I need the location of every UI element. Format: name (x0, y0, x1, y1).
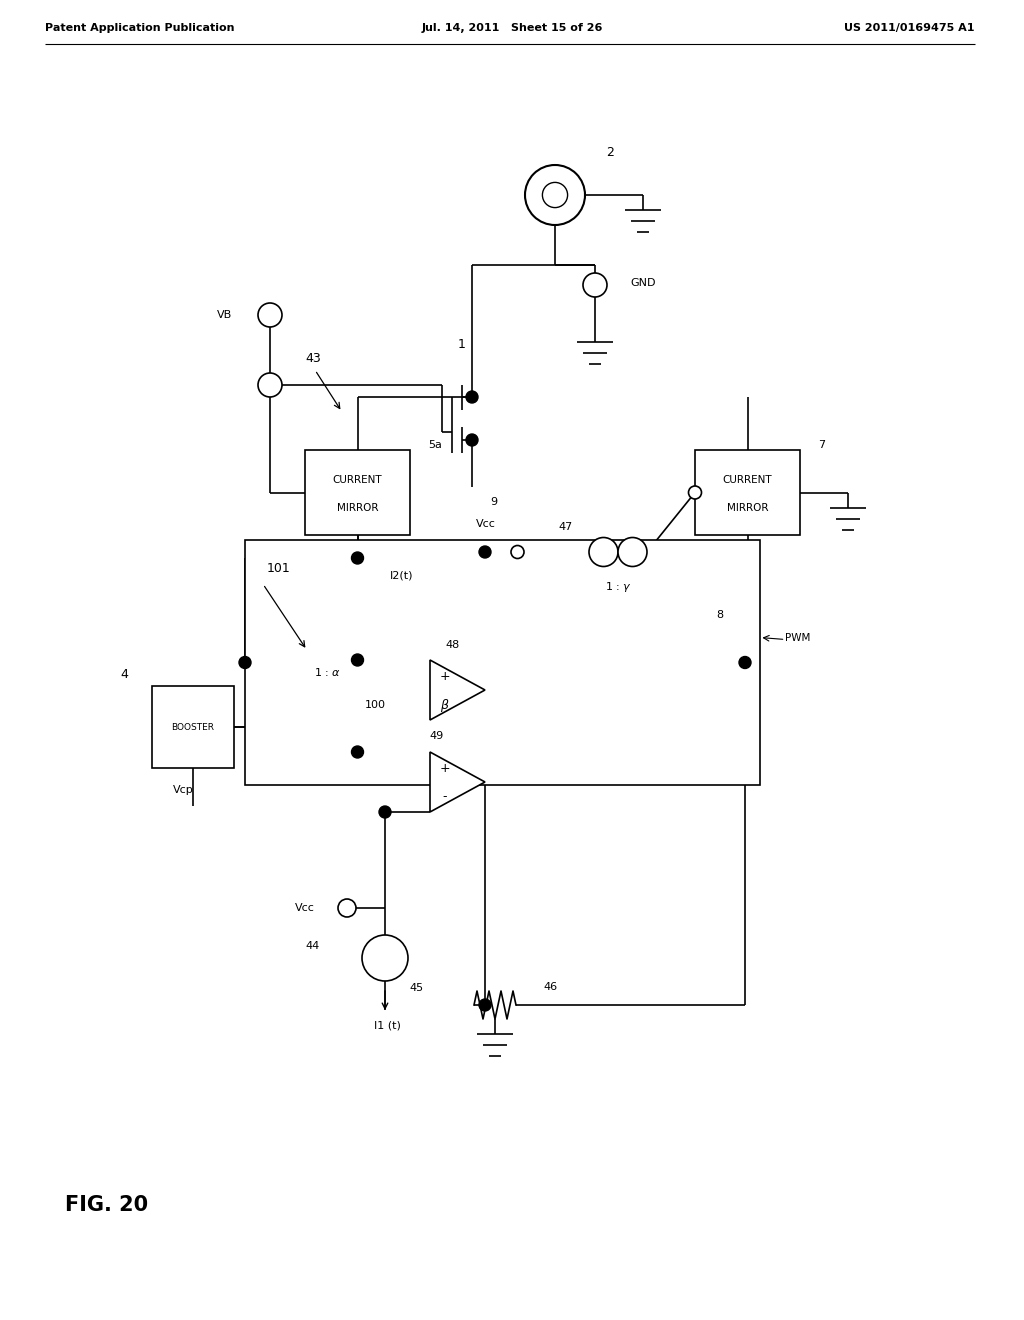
Circle shape (362, 935, 408, 981)
Text: 1: 1 (458, 338, 466, 351)
Text: MIRROR: MIRROR (727, 503, 768, 512)
Text: I2(t): I2(t) (389, 570, 413, 579)
Polygon shape (430, 752, 485, 812)
Text: CURRENT: CURRENT (723, 475, 772, 484)
Circle shape (351, 653, 364, 667)
Text: 7: 7 (818, 440, 825, 450)
Circle shape (479, 999, 490, 1011)
Text: 47: 47 (559, 521, 573, 532)
Circle shape (525, 165, 585, 224)
Text: Vcp: Vcp (173, 785, 194, 795)
Text: $\beta$: $\beta$ (440, 697, 450, 714)
Text: GND: GND (630, 279, 655, 288)
Text: 1 : $\alpha$: 1 : $\alpha$ (314, 667, 342, 678)
Circle shape (543, 182, 567, 207)
Text: +: + (439, 671, 451, 684)
Text: 5a: 5a (428, 440, 442, 450)
Circle shape (479, 546, 490, 558)
Text: 4: 4 (120, 668, 128, 681)
Text: US 2011/0169475 A1: US 2011/0169475 A1 (845, 22, 975, 33)
Text: 44: 44 (306, 941, 321, 950)
Text: 49: 49 (430, 731, 444, 741)
Circle shape (589, 537, 618, 566)
Circle shape (351, 552, 364, 564)
Text: 2: 2 (606, 147, 614, 160)
Text: 1 : $\gamma$: 1 : $\gamma$ (604, 579, 632, 594)
Bar (305, 450, 410, 535)
Circle shape (466, 434, 478, 446)
Text: PWM: PWM (785, 632, 811, 643)
Bar (152, 686, 234, 768)
Circle shape (466, 391, 478, 403)
Circle shape (688, 486, 701, 499)
Circle shape (739, 656, 751, 668)
Circle shape (258, 304, 282, 327)
Text: Patent Application Publication: Patent Application Publication (45, 22, 234, 33)
Circle shape (351, 746, 364, 758)
Text: 100: 100 (365, 700, 385, 710)
Text: 45: 45 (410, 983, 424, 993)
Text: BOOSTER: BOOSTER (171, 722, 214, 731)
Text: Jul. 14, 2011   Sheet 15 of 26: Jul. 14, 2011 Sheet 15 of 26 (421, 22, 603, 33)
Text: +: + (439, 763, 451, 776)
Circle shape (583, 273, 607, 297)
Circle shape (618, 537, 647, 566)
Bar (245, 540, 760, 785)
Text: CURRENT: CURRENT (333, 475, 382, 484)
Text: Vcc: Vcc (295, 903, 315, 913)
Text: 101: 101 (267, 562, 291, 576)
Text: Vcc: Vcc (475, 519, 496, 529)
Polygon shape (430, 660, 485, 719)
Text: -: - (442, 791, 447, 804)
Circle shape (338, 899, 356, 917)
Circle shape (511, 545, 524, 558)
Text: 48: 48 (445, 640, 460, 649)
Text: 9: 9 (490, 498, 497, 507)
Text: 8: 8 (716, 610, 723, 620)
Circle shape (379, 807, 391, 818)
Circle shape (258, 374, 282, 397)
Text: 43: 43 (305, 351, 321, 364)
Text: MIRROR: MIRROR (337, 503, 378, 512)
Text: 46: 46 (543, 982, 557, 993)
Text: I1 (t): I1 (t) (374, 1020, 400, 1031)
Bar (695, 450, 800, 535)
Circle shape (239, 656, 251, 668)
Text: VB: VB (217, 310, 232, 319)
Text: FIG. 20: FIG. 20 (65, 1195, 148, 1214)
